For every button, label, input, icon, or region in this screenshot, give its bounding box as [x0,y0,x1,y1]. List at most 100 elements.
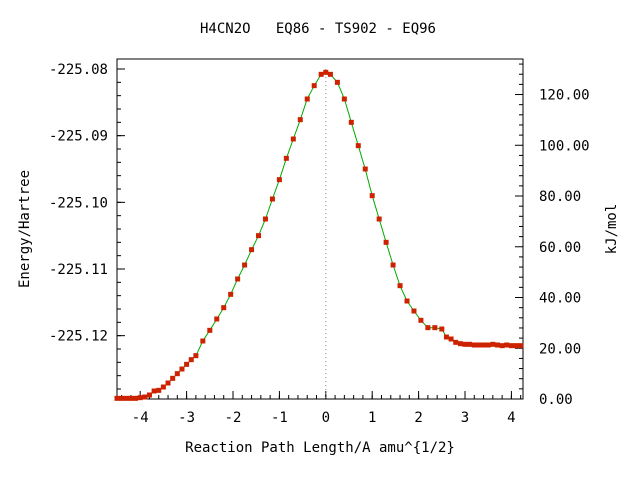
y2-axis-label: kJ/mol [604,204,620,255]
data-point [214,316,220,322]
data-point [341,96,347,102]
data-point [471,342,477,348]
data-point [494,342,500,348]
x-tick-label: 2 [414,410,422,426]
data-point [146,392,152,398]
data-point [133,395,139,401]
data-point [156,387,162,393]
data-point [114,395,120,401]
data-point [383,239,389,245]
data-point [128,395,134,401]
y-axis-label: Energy/Hartree [17,170,33,288]
data-point [242,262,248,268]
data-point [123,395,129,401]
plot-area: -4 -3 -2 -1 0 1 2 3 4 -225.08 -225.09 -225.10 -225.1… [49,58,590,426]
data-point [160,384,166,390]
data-point [390,262,396,268]
data-point [137,395,143,401]
y-tick-label: -225.12 [49,329,108,345]
data-point [518,343,524,349]
data-point [432,325,438,331]
data-point [269,196,275,202]
data-point [249,247,255,253]
y-tick-label: -225.11 [49,262,108,278]
data-point [355,143,361,149]
data-point [304,96,310,102]
data-point [184,361,190,367]
x-tick-label: 4 [507,410,515,426]
data-point [348,119,354,125]
y2-tick-label: 40.00 [539,291,581,307]
data-point [490,341,496,347]
x-tick-label: -2 [225,410,242,426]
data-point [439,326,445,332]
data-point [311,83,317,89]
data-point [256,233,262,239]
x-tick-label: 3 [461,410,469,426]
data-point [283,155,289,161]
data-point [142,394,148,400]
data-point [504,342,510,348]
data-point [425,325,431,331]
data-point [404,298,410,304]
data-point [318,71,324,77]
y2-tick-label: 80.00 [539,189,581,205]
y2-tick-label: 20.00 [539,341,581,357]
data-point [513,343,519,349]
data-point [221,305,227,311]
x-tick-label: 1 [368,410,376,426]
x-axis-label: Reaction Path Length/A amu^{1/2} [185,440,455,456]
data-point [476,342,482,348]
y2-tick-label: 0.00 [539,392,573,408]
data-point [369,193,375,199]
data-point [499,343,505,349]
series-line [117,71,521,399]
data-point [193,353,199,359]
data-point [200,338,206,344]
data-point [228,291,234,297]
x-tick-label: -4 [132,410,149,426]
data-point [457,341,463,347]
data-point [276,177,282,183]
data-point [334,79,340,85]
x-tick-label: 0 [322,410,330,426]
data-point [188,357,194,363]
data-point [397,283,403,289]
y-tick-label: -225.10 [49,195,108,211]
data-point [179,366,185,372]
data-point [207,327,213,333]
data-point [485,342,491,348]
data-point [235,276,241,282]
chart-title: H4CN2O EQ86 - TS902 - EQ96 [200,21,436,37]
data-point [418,317,424,323]
data-point [119,395,125,401]
data-point [323,69,329,75]
data-point [411,308,417,314]
x-tick-label: -3 [178,410,195,426]
data-point [290,136,296,142]
y2-tick-label: 120.00 [539,88,590,104]
data-point [262,216,268,222]
data-point [165,380,171,386]
data-point [297,117,303,123]
y-tick-label: -225.08 [49,62,108,78]
y-tick-label: -225.09 [49,129,108,145]
data-point [151,388,157,394]
data-point [453,339,459,345]
y2-tick-label: 100.00 [539,138,590,154]
plot-frame [116,58,524,400]
data-point [467,341,473,347]
x-tick-label: -1 [271,410,288,426]
data-point [376,216,382,222]
data-point [170,375,176,381]
y2-tick-label: 60.00 [539,240,581,256]
data-point [448,336,454,342]
data-point [174,371,180,377]
data-point [362,166,368,172]
data-point [481,342,487,348]
data-point [508,343,514,349]
data-point [462,341,468,347]
data-point [327,71,333,77]
data-point [443,334,449,340]
